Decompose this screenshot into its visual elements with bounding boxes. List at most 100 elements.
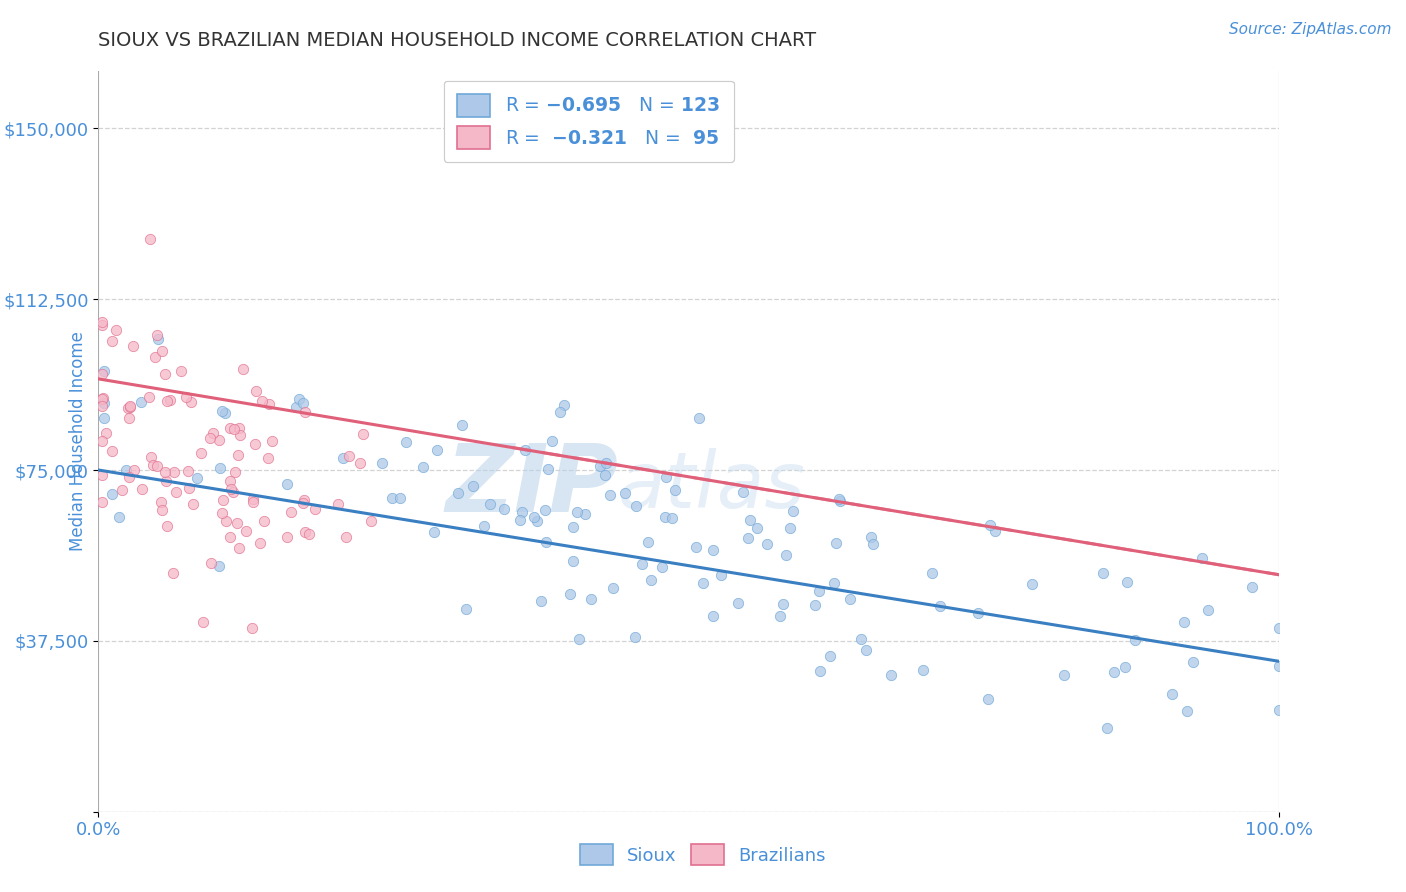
Point	[257, 397, 280, 411]
Point	[138, 390, 160, 404]
Point	[91, 399, 114, 413]
Point	[91, 391, 114, 405]
Y-axis label: Median Household Income: Median Household Income	[69, 332, 87, 551]
Point	[451, 417, 474, 432]
Point	[966, 606, 988, 620]
Point	[129, 395, 152, 409]
Point	[631, 558, 654, 572]
Point	[228, 421, 250, 435]
Point	[685, 541, 707, 555]
Point	[1268, 703, 1291, 717]
Point	[782, 504, 804, 518]
Point	[818, 649, 841, 664]
Point	[692, 575, 714, 590]
Point	[118, 469, 141, 483]
Point	[472, 519, 495, 533]
Point	[292, 493, 315, 508]
Point	[294, 405, 316, 419]
Point	[91, 434, 114, 448]
Point	[291, 496, 314, 510]
Point	[702, 608, 724, 623]
Point	[153, 465, 176, 479]
Point	[613, 486, 636, 500]
Point	[1052, 667, 1074, 681]
Point	[211, 493, 233, 508]
Point	[510, 505, 533, 519]
Point	[855, 643, 877, 657]
Point	[163, 465, 186, 479]
Legend: R = $\mathbf{-0.695}$   N = $\mathbf{123}$, R =  $\mathbf{-0.321}$   N =  $\math: R = $\mathbf{-0.695}$ N = $\mathbf{123}$…	[443, 81, 734, 162]
Point	[1197, 603, 1219, 617]
Point	[148, 332, 170, 346]
Point	[122, 339, 145, 353]
Point	[541, 434, 564, 448]
Point	[190, 445, 212, 459]
Point	[349, 456, 371, 470]
Point	[260, 434, 283, 448]
Point	[664, 483, 686, 497]
Point	[651, 560, 673, 574]
Point	[589, 459, 612, 474]
Point	[626, 499, 648, 513]
Point	[803, 598, 825, 612]
Point	[710, 568, 733, 582]
Point	[155, 474, 177, 488]
Point	[242, 495, 264, 509]
Text: atlas: atlas	[619, 448, 806, 524]
Point	[170, 364, 193, 378]
Point	[370, 457, 392, 471]
Point	[131, 482, 153, 496]
Point	[1268, 621, 1291, 635]
Point	[560, 587, 582, 601]
Point	[838, 591, 860, 606]
Point	[1021, 577, 1043, 591]
Point	[352, 427, 374, 442]
Point	[1123, 632, 1146, 647]
Point	[117, 401, 139, 415]
Point	[174, 390, 197, 404]
Point	[139, 450, 162, 465]
Point	[1092, 566, 1115, 580]
Point	[1181, 656, 1204, 670]
Point	[548, 405, 571, 419]
Point	[623, 631, 645, 645]
Text: SIOUX VS BRAZILIAN MEDIAN HOUSEHOLD INCOME CORRELATION CHART: SIOUX VS BRAZILIAN MEDIAN HOUSEHOLD INCO…	[98, 31, 817, 50]
Point	[155, 367, 177, 381]
Point	[159, 392, 181, 407]
Point	[179, 481, 201, 495]
Text: ZIP: ZIP	[446, 440, 619, 532]
Text: Source: ZipAtlas.com: Source: ZipAtlas.com	[1229, 22, 1392, 37]
Point	[579, 591, 602, 606]
Point	[335, 530, 357, 544]
Point	[332, 450, 354, 465]
Point	[276, 530, 298, 544]
Point	[224, 422, 246, 436]
Point	[193, 615, 215, 629]
Point	[983, 524, 1005, 538]
Point	[93, 364, 115, 378]
Point	[297, 527, 319, 541]
Point	[242, 491, 264, 506]
Point	[214, 406, 236, 420]
Point	[120, 399, 142, 413]
Point	[219, 475, 242, 489]
Point	[208, 433, 231, 447]
Point	[737, 531, 759, 545]
Point	[637, 535, 659, 549]
Point	[1191, 551, 1213, 566]
Point	[291, 395, 314, 409]
Point	[165, 484, 187, 499]
Point	[228, 541, 250, 555]
Point	[198, 431, 221, 445]
Point	[1102, 665, 1125, 679]
Point	[828, 493, 851, 508]
Point	[862, 537, 884, 551]
Point	[208, 460, 231, 475]
Point	[93, 395, 115, 409]
Point	[976, 692, 998, 706]
Point	[162, 566, 184, 580]
Point	[250, 393, 273, 408]
Point	[91, 318, 114, 332]
Point	[249, 536, 271, 550]
Point	[655, 470, 678, 484]
